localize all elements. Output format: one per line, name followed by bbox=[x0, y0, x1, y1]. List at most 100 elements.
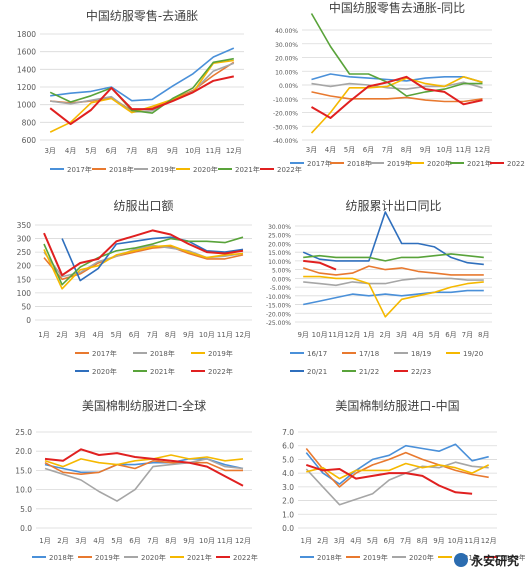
legend-label: 2022年 bbox=[233, 553, 258, 562]
y-tick-label: -20.00% bbox=[266, 311, 291, 318]
watermark: 永安研究 bbox=[453, 552, 519, 569]
x-tick-label: 2月 bbox=[57, 537, 68, 545]
y-tick-label: 800 bbox=[22, 118, 37, 127]
legend-label: 2022年 bbox=[208, 367, 233, 376]
x-tick-label: 7月 bbox=[462, 331, 473, 339]
series-line-2019年 bbox=[305, 447, 489, 488]
series-line-21/22 bbox=[303, 253, 484, 262]
legend-label: 2020年 bbox=[193, 165, 218, 174]
x-tick-label: 12月 bbox=[475, 146, 491, 154]
y-tick-label: 40.00% bbox=[275, 28, 298, 35]
y-tick-label: -5.00% bbox=[270, 285, 292, 292]
legend-label: 22/23 bbox=[411, 368, 431, 376]
y-tick-label: 1600 bbox=[17, 48, 36, 57]
x-tick-label: 11月 bbox=[464, 537, 480, 545]
legend-label: 2022年 bbox=[507, 159, 525, 168]
y-tick-label: -40.00% bbox=[273, 138, 298, 145]
series-line-2018年 bbox=[305, 443, 489, 485]
x-tick-label: 4月 bbox=[325, 146, 336, 154]
x-tick-label: 2月 bbox=[380, 331, 391, 339]
legend-label: 16/17 bbox=[307, 350, 327, 358]
x-tick-label: 10月 bbox=[312, 331, 328, 339]
x-tick-label: 7月 bbox=[126, 147, 137, 155]
x-tick-label: 4月 bbox=[350, 537, 361, 545]
y-tick-label: 20.00% bbox=[268, 241, 291, 248]
y-tick-label: 150 bbox=[17, 275, 32, 284]
x-tick-label: 6月 bbox=[363, 146, 374, 154]
x-tick-label: 4月 bbox=[412, 331, 423, 339]
x-tick-label: 6月 bbox=[129, 331, 140, 339]
series-line-20/21 bbox=[302, 211, 484, 266]
y-tick-label: -30.00% bbox=[273, 124, 298, 131]
y-tick-label: 0 bbox=[26, 316, 31, 325]
legend-label: 2021年 bbox=[467, 159, 492, 168]
x-tick-label: 3月 bbox=[334, 537, 345, 545]
y-tick-label: 600 bbox=[22, 136, 37, 145]
y-tick-label: 350 bbox=[17, 221, 32, 230]
y-tick-label: 30.00% bbox=[275, 42, 298, 49]
y-tick-label: 0.00% bbox=[279, 83, 298, 90]
x-tick-label: 8月 bbox=[146, 147, 157, 155]
legend-label: 2020年 bbox=[92, 367, 117, 376]
series-line-2021年 bbox=[44, 454, 244, 468]
y-tick-label: 25.0 bbox=[15, 428, 32, 437]
y-tick-label: -25.00% bbox=[266, 320, 291, 327]
x-tick-label: 2月 bbox=[56, 331, 67, 339]
legend-label: 2018年 bbox=[109, 165, 134, 174]
series-line-2020年 bbox=[305, 461, 489, 506]
series-line-2022年 bbox=[44, 448, 244, 487]
legend-label: 2018年 bbox=[317, 553, 342, 562]
legend-label: 2022年 bbox=[277, 165, 302, 174]
x-tick-label: 12月 bbox=[226, 147, 242, 155]
y-tick-label: 1200 bbox=[17, 83, 36, 92]
y-tick-label: 20.00% bbox=[275, 56, 298, 63]
legend-label: 2018年 bbox=[347, 159, 372, 168]
legend-label: 2019年 bbox=[95, 553, 120, 562]
series-line-2022年 bbox=[310, 75, 483, 119]
y-tick-label: 6.0 bbox=[282, 442, 294, 451]
y-tick-label: 5.00% bbox=[272, 268, 291, 275]
legend-label: 2022年 bbox=[501, 553, 525, 562]
x-tick-label: 3月 bbox=[44, 147, 55, 155]
y-tick-label: 10.00% bbox=[275, 69, 298, 76]
legend-label: 17/18 bbox=[359, 350, 379, 358]
series-line-17/18 bbox=[302, 265, 484, 276]
series-line-2019年 bbox=[44, 460, 243, 475]
chart-title: 美国棉制纺服进口-全球 bbox=[82, 398, 206, 413]
legend-label: 20/21 bbox=[307, 368, 327, 376]
x-tick-label: 7月 bbox=[382, 146, 393, 154]
chart-title: 中国纺服零售-去通胀 bbox=[86, 8, 198, 23]
y-tick-label: 15.0 bbox=[15, 466, 32, 475]
y-tick-label: 200 bbox=[17, 262, 32, 271]
x-tick-label: 5月 bbox=[367, 537, 378, 545]
x-tick-label: 12月 bbox=[481, 537, 497, 545]
x-tick-label: 8月 bbox=[417, 537, 428, 545]
x-tick-label: 5月 bbox=[85, 147, 96, 155]
legend-label: 2020年 bbox=[427, 159, 452, 168]
legend-label: 18/19 bbox=[411, 350, 431, 358]
y-tick-label: 20.0 bbox=[15, 447, 32, 456]
legend-label: 2017年 bbox=[92, 349, 117, 358]
y-tick-label: 30.00% bbox=[268, 224, 291, 231]
y-tick-label: 250 bbox=[17, 248, 32, 257]
x-tick-label: 9月 bbox=[420, 146, 431, 154]
x-tick-label: 1月 bbox=[363, 331, 374, 339]
x-tick-label: 5月 bbox=[344, 146, 355, 154]
series-line-2022年 bbox=[43, 229, 244, 277]
x-tick-label: 6月 bbox=[383, 537, 394, 545]
x-tick-label: 8月 bbox=[165, 537, 176, 545]
x-tick-label: 4月 bbox=[93, 537, 104, 545]
x-tick-label: 11月 bbox=[328, 331, 344, 339]
x-tick-label: 7月 bbox=[400, 537, 411, 545]
y-tick-label: 5.0 bbox=[282, 455, 294, 464]
chart-title: 中国纺服零售去通胀-同比 bbox=[329, 0, 465, 15]
y-tick-label: -20.00% bbox=[273, 111, 298, 118]
y-tick-label: 1000 bbox=[17, 101, 36, 110]
x-tick-label: 8月 bbox=[165, 331, 176, 339]
chart-title: 美国棉制纺服进口-中国 bbox=[335, 398, 459, 413]
x-tick-label: 3月 bbox=[396, 331, 407, 339]
x-tick-label: 6月 bbox=[129, 537, 140, 545]
x-tick-label: 8月 bbox=[478, 331, 489, 339]
wechat-logo-icon bbox=[453, 553, 468, 567]
